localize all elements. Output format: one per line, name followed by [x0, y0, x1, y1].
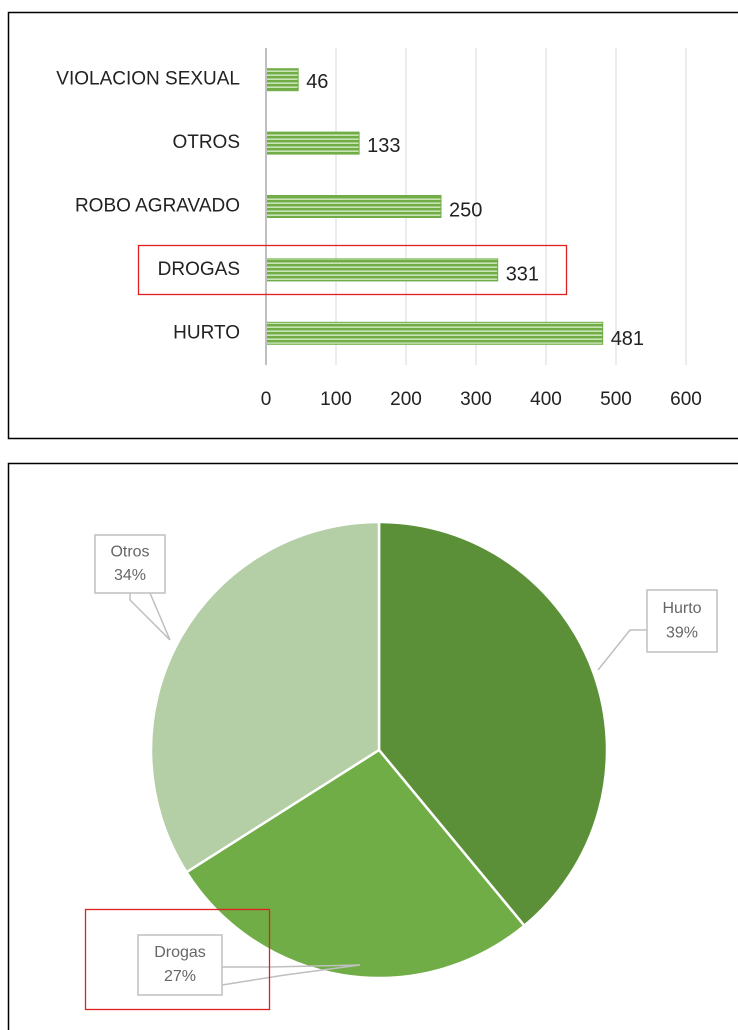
bar	[265, 68, 299, 92]
bar	[265, 321, 604, 345]
data-label: 481	[611, 328, 644, 350]
highlight-box	[84, 908, 271, 1011]
bar-chart-frame	[7, 11, 738, 440]
label-box	[646, 589, 718, 653]
data-label: 331	[506, 264, 539, 286]
pie-slice	[377, 520, 609, 928]
label-box	[137, 934, 223, 996]
slice-name: Drogas	[154, 944, 206, 961]
pie-slice	[149, 520, 381, 874]
x-tick-label: 500	[600, 389, 632, 410]
x-tick-label: 400	[530, 389, 562, 410]
bar-chart: 0 100 200 300 400 500 600 VIOLACION SEXUAL 46 OTR…	[56, 48, 702, 410]
slice-value: 34%	[114, 567, 146, 584]
leader-line	[597, 629, 647, 671]
bar	[265, 195, 442, 218]
slice-value: 39%	[666, 625, 698, 642]
x-tick-label: 0	[261, 389, 272, 410]
category-label: ROBO AGRAVADO	[75, 196, 240, 217]
leader-line	[129, 592, 171, 641]
x-tick-label: 100	[320, 389, 352, 410]
slice-name: Otros	[110, 544, 149, 561]
category-label: HURTO	[173, 322, 240, 343]
x-tick-label: 300	[460, 389, 492, 410]
label-box	[94, 534, 166, 594]
slice-name: Hurto	[662, 600, 701, 617]
x-tick-label: 600	[670, 389, 702, 410]
bar	[265, 131, 360, 155]
slice-value: 27%	[164, 968, 196, 985]
highlight-box	[137, 244, 568, 296]
data-label: 133	[367, 135, 400, 157]
bar	[265, 258, 499, 282]
data-label: 250	[449, 199, 482, 221]
data-label: 46	[306, 71, 328, 93]
category-label: OTROS	[172, 132, 240, 153]
pie-chart-frame	[7, 462, 738, 1030]
category-label: VIOLACION SEXUAL	[56, 69, 240, 90]
pie-chart: Hurto 39% Drogas 27% Otros 34%	[94, 520, 718, 996]
x-tick-label: 200	[390, 389, 422, 410]
category-label: DROGAS	[158, 259, 240, 280]
